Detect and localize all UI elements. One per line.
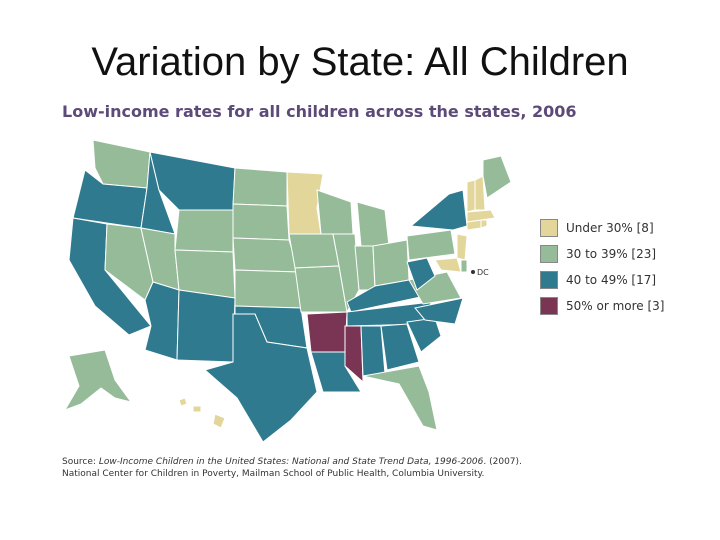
- state-oh: [372, 239, 410, 287]
- legend-label-under-30: Under 30% [8]: [566, 221, 654, 235]
- legend-label-50-plus: 50% or more [3]: [566, 299, 665, 313]
- state-ga: [380, 323, 420, 371]
- state-wy: [174, 209, 234, 253]
- state-md: [434, 257, 462, 273]
- state-de: [460, 259, 468, 273]
- state-pa: [406, 229, 456, 261]
- state-fl: [362, 365, 438, 431]
- state-hi: [178, 397, 188, 407]
- legend-swatch-under-30: [540, 219, 558, 237]
- legend-swatch-30-to-39: [540, 245, 558, 263]
- map-heading: Low-income rates for all children across…: [62, 102, 577, 121]
- state-hi-3: [212, 413, 226, 429]
- state-ia: [288, 233, 340, 269]
- state-in: [354, 245, 376, 291]
- source-line-1: Source: Low-Income Children in the Unite…: [62, 456, 522, 468]
- state-ak: [63, 349, 133, 411]
- legend-label-40-to-49: 40 to 49% [17]: [566, 273, 657, 287]
- state-wv: [406, 257, 436, 291]
- source-prefix: Source:: [62, 457, 99, 467]
- dc-marker: [471, 270, 475, 274]
- state-mo: [294, 265, 348, 313]
- state-ar: [306, 311, 348, 353]
- state-nc: [414, 297, 464, 325]
- state-me: [482, 155, 512, 199]
- state-al: [360, 325, 386, 377]
- legend-item-30-to-39: 30 to 39% [23]: [540, 243, 664, 265]
- legend-item-50-plus: 50% or more [3]: [540, 295, 664, 317]
- source-title: Low-Income Children in the United States…: [98, 457, 484, 467]
- state-az: [144, 281, 180, 361]
- state-ny: [409, 189, 468, 231]
- legend-item-40-to-49: 40 to 49% [17]: [540, 269, 664, 291]
- dc-label: DC: [477, 268, 489, 277]
- state-ks: [234, 269, 302, 309]
- state-hi-2: [192, 405, 202, 413]
- source-suffix: . (2007).: [483, 457, 522, 467]
- legend-label-30-to-39: 30 to 39% [23]: [566, 247, 657, 261]
- state-ne: [232, 237, 300, 273]
- state-la: [310, 351, 362, 393]
- state-mi: [356, 201, 390, 247]
- state-ma: [466, 209, 496, 223]
- state-wa: [92, 139, 151, 189]
- state-wi: [316, 189, 354, 235]
- source-line-2: National Center for Children in Poverty,…: [62, 469, 485, 479]
- state-nj: [456, 233, 468, 261]
- legend-swatch-40-to-49: [540, 271, 558, 289]
- state-nh: [474, 175, 486, 211]
- legend-item-under-30: Under 30% [8]: [540, 217, 664, 239]
- state-tx: [203, 313, 318, 443]
- map-legend: Under 30% [8] 30 to 39% [23] 40 to 49% […: [540, 217, 664, 321]
- state-mn: [286, 171, 324, 235]
- state-vt: [466, 179, 476, 213]
- state-nm: [176, 289, 236, 363]
- state-nd: [232, 167, 288, 207]
- state-ri: [480, 219, 488, 229]
- legend-swatch-50-plus: [540, 297, 558, 315]
- source-note: Source: Low-Income Children in the Unite…: [62, 456, 522, 480]
- us-choropleth-map: DC: [63, 139, 512, 443]
- slide-title: Variation by State: All Children: [91, 40, 629, 84]
- state-sd: [232, 203, 290, 241]
